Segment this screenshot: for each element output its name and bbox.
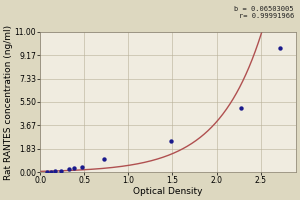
Point [53, 170, 58, 173]
Point [101, 157, 106, 160]
Point [239, 107, 244, 110]
X-axis label: Optical Density: Optical Density [133, 187, 203, 196]
Point [49, 170, 53, 173]
Point [168, 139, 173, 143]
Y-axis label: Rat RANTES concentration (ng/ml): Rat RANTES concentration (ng/ml) [4, 24, 13, 180]
Point [80, 165, 84, 169]
Point [278, 46, 282, 49]
Point [58, 169, 63, 173]
Point [71, 167, 76, 170]
Point [66, 168, 71, 171]
Text: b = 0.06503005
r= 0.99991966: b = 0.06503005 r= 0.99991966 [235, 6, 294, 19]
Point [44, 170, 49, 174]
